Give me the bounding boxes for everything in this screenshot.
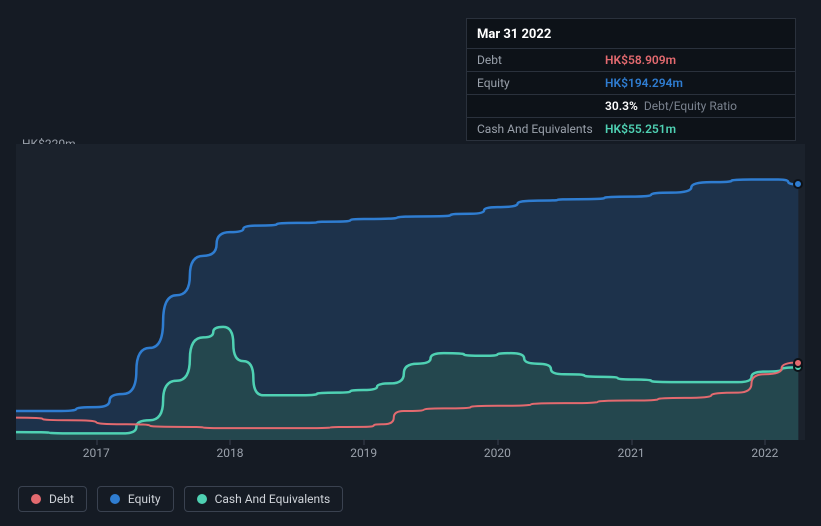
hover-marker-equity [793,179,803,189]
x-axis-tick: 2018 [216,446,243,460]
tooltip-row: EquityHK$194.294m [467,71,795,94]
x-axis-tick: 2021 [618,446,645,460]
tooltip-value: HK$58.909m [605,53,676,67]
tooltip-value: 30.3%Debt/Equity Ratio [605,99,737,113]
x-axis-tick: 2022 [751,446,778,460]
chart-svg [16,144,805,440]
swatch-icon [31,494,41,504]
legend-label: Debt [49,492,74,506]
tooltip-value: HK$55.251m [605,122,676,136]
legend-item-debt[interactable]: Debt [18,486,87,512]
financials-chart: HK$0HK$220m 201720182019202020212022 Mar… [0,0,821,526]
hover-marker-debt [793,358,803,368]
tooltip-row: Cash And EquivalentsHK$55.251m [467,117,795,140]
tooltip-row: DebtHK$58.909m [467,48,795,71]
tooltip-row: 30.3%Debt/Equity Ratio [467,94,795,117]
tooltip-value: HK$194.294m [605,76,683,90]
x-axis-tick: 2020 [484,446,511,460]
swatch-icon [197,494,207,504]
legend-item-cash[interactable]: Cash And Equivalents [184,486,344,512]
plot-area[interactable] [16,144,805,440]
legend-item-equity[interactable]: Equity [97,486,174,512]
hover-tooltip: Mar 31 2022 DebtHK$58.909mEquityHK$194.2… [466,18,796,141]
x-axis-tick: 2019 [350,446,377,460]
swatch-icon [110,494,120,504]
tooltip-suffix: Debt/Equity Ratio [644,99,737,113]
legend-label: Cash And Equivalents [215,492,331,506]
tooltip-key: Cash And Equivalents [477,122,605,136]
x-axis: 2017 2018 2019 2020 2021 2022 [16,446,805,466]
tooltip-key: Debt [477,53,605,67]
tooltip-key: Equity [477,76,605,90]
chart-container: HK$0HK$220m 201720182019202020212022 Mar… [0,0,821,526]
x-axis-tick: 2017 [83,446,110,460]
tooltip-key [477,99,605,113]
chart-legend: Debt Equity Cash And Equivalents [18,486,343,512]
tooltip-date: Mar 31 2022 [467,19,795,48]
legend-label: Equity [128,492,161,506]
